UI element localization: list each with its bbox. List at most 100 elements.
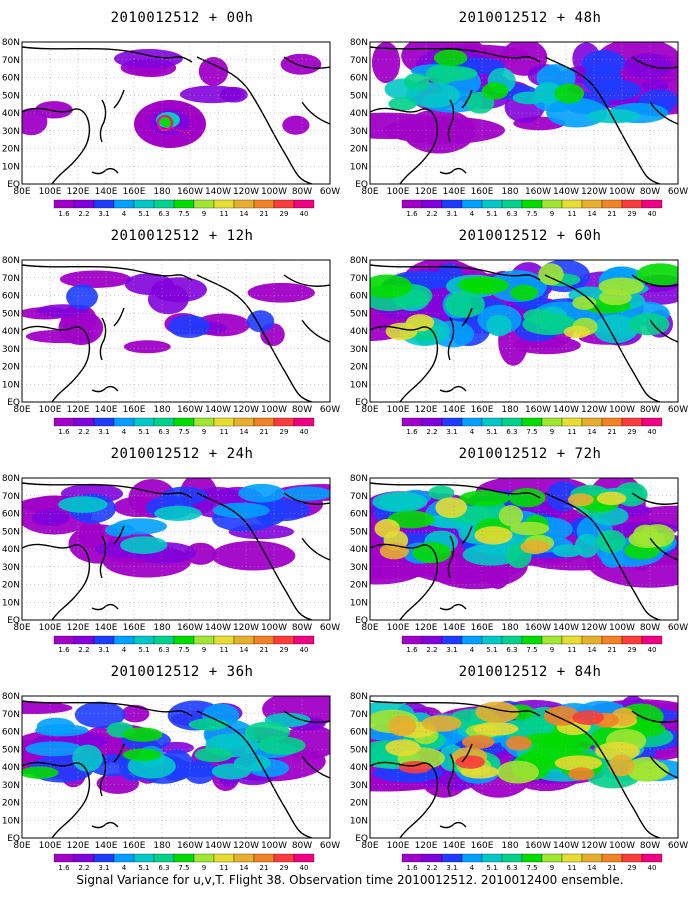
lat-tick-label: 50N <box>2 91 20 101</box>
panel-title: 2010012512 + 36h <box>110 664 254 680</box>
lat-tick-label: 70N <box>2 56 20 66</box>
colorbar-swatch <box>601 417 623 427</box>
lat-tick-label: 80N <box>350 256 368 266</box>
forecast-panel-36h: 80E 100E 120E 140E 160E 180 160W 140W 120W 100W 80… <box>2 692 340 872</box>
lat-tick-label: 60N <box>2 74 20 84</box>
lon-tick-label: 180 <box>153 623 170 633</box>
lat-tick-label: 50N <box>350 309 368 319</box>
colorbar-swatch <box>73 635 95 645</box>
lon-tick-label: 140W <box>553 623 579 633</box>
colorbar-label: 6.3 <box>158 428 169 436</box>
colorbar-swatch <box>293 635 315 645</box>
lat-tick-label: 50N <box>2 309 20 319</box>
lat-tick-label: 80N <box>2 38 20 48</box>
colorbar-swatch <box>53 199 75 209</box>
lon-tick-label: 140E <box>443 187 466 197</box>
panel-title: 2010012512 + 00h <box>110 10 254 26</box>
colorbar-label: 2.2 <box>78 864 89 872</box>
colorbar-swatch <box>441 199 463 209</box>
lon-tick-label: 80E <box>13 187 30 197</box>
colorbar-swatch <box>581 635 603 645</box>
lat-tick-label: EQ <box>355 834 368 844</box>
colorbar-swatch <box>253 853 275 863</box>
colorbar-swatch <box>581 199 603 209</box>
colorbar-label: 14 <box>240 210 249 218</box>
colorbar-label: 5.1 <box>486 864 497 872</box>
colorbar-label: 5.1 <box>138 428 149 436</box>
lon-tick-label: 80E <box>13 841 30 851</box>
lon-tick-label: 160W <box>525 187 551 197</box>
lon-tick-label: 60W <box>320 405 340 415</box>
lon-tick-label: 160E <box>123 405 146 415</box>
colorbar-label: 14 <box>588 428 597 436</box>
lon-tick-label: 60W <box>320 187 340 197</box>
colorbar-swatch <box>213 199 235 209</box>
lat-tick-label: 30N <box>350 563 368 573</box>
colorbar-label: 29 <box>280 428 289 436</box>
colorbar-swatch <box>401 853 423 863</box>
colorbar-swatch <box>253 199 275 209</box>
colorbar-label: 5.1 <box>138 210 149 218</box>
colorbar-label: 7.5 <box>178 864 189 872</box>
colorbar-label: 4 <box>470 864 475 872</box>
colorbar-swatch <box>73 199 95 209</box>
colorbar-label: 6.3 <box>506 646 517 654</box>
colorbar-label: 3.1 <box>446 864 457 872</box>
colorbar-swatch <box>193 417 215 427</box>
colorbar-swatch <box>421 417 443 427</box>
colorbar-label: 4 <box>470 428 475 436</box>
lon-tick-label: 60W <box>320 623 340 633</box>
lon-tick-label: 100E <box>387 841 410 851</box>
colorbar-label: 5.1 <box>486 210 497 218</box>
lat-tick-label: 50N <box>2 527 20 537</box>
colorbar-swatch <box>53 635 75 645</box>
colorbar-swatch <box>253 417 275 427</box>
colorbar-label: 4 <box>470 210 475 218</box>
lat-tick-label: 30N <box>350 127 368 137</box>
colorbar-swatch <box>421 199 443 209</box>
lat-tick-label: 80N <box>2 692 20 702</box>
colorbar-swatch <box>521 417 543 427</box>
lon-tick-label: 100W <box>261 841 287 851</box>
lon-tick-label: 180 <box>501 841 518 851</box>
colorbar-label: 5.1 <box>138 864 149 872</box>
lat-tick-label: 30N <box>2 781 20 791</box>
colorbar-swatch <box>213 417 235 427</box>
lon-tick-label: 180 <box>153 405 170 415</box>
lat-tick-label: 70N <box>350 492 368 502</box>
lon-tick-label: 80E <box>13 405 30 415</box>
panel-title: 2010012512 + 72h <box>458 446 602 462</box>
lon-tick-label: 80W <box>640 623 660 633</box>
colorbar-swatch <box>253 635 275 645</box>
colorbar-label: 40 <box>300 428 309 436</box>
colorbar-swatch <box>461 635 483 645</box>
colorbar-label: 1.6 <box>406 646 418 654</box>
colorbar-label: 7.5 <box>526 210 537 218</box>
lon-tick-label: 160E <box>123 187 146 197</box>
lat-tick-label: 60N <box>350 510 368 520</box>
lat-tick-label: 50N <box>2 745 20 755</box>
lon-tick-label: 120W <box>233 187 259 197</box>
lon-tick-label: 140E <box>95 187 118 197</box>
lat-tick-label: 20N <box>2 363 20 373</box>
lat-tick-label: 50N <box>350 91 368 101</box>
colorbar-swatch <box>481 635 503 645</box>
colorbar-label: 3.1 <box>98 864 109 872</box>
colorbar-swatch <box>213 853 235 863</box>
colorbar-label: 1.6 <box>58 210 70 218</box>
lat-tick-label: EQ <box>355 398 368 408</box>
colorbar-label: 29 <box>628 646 637 654</box>
colorbar-swatch <box>541 635 563 645</box>
lon-tick-label: 80W <box>640 841 660 851</box>
colorbar-swatch <box>521 853 543 863</box>
lat-tick-label: 10N <box>2 816 20 826</box>
colorbar-swatch <box>461 199 483 209</box>
colorbar-swatch <box>541 199 563 209</box>
lon-tick-label: 140W <box>205 405 231 415</box>
lon-tick-label: 140E <box>95 623 118 633</box>
colorbar-label: 6.3 <box>506 428 517 436</box>
lat-tick-label: 20N <box>350 581 368 591</box>
colorbar-label: 21 <box>608 210 617 218</box>
lat-tick-label: 40N <box>2 327 20 337</box>
lon-tick-label: 140E <box>95 405 118 415</box>
